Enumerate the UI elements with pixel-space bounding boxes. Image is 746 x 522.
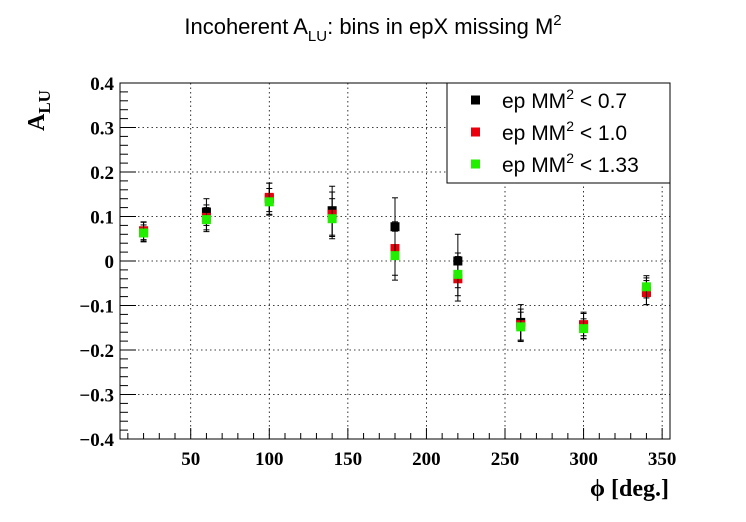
data-point — [390, 251, 400, 261]
y-tick-label: −0.3 — [79, 386, 114, 407]
axis-ticks — [120, 82, 663, 440]
y-tick-label: −0.1 — [79, 297, 114, 318]
y-tick-label: 0.3 — [90, 119, 114, 140]
x-tick-label: 200 — [412, 449, 441, 470]
data-point — [139, 228, 149, 238]
x-tick-label: 250 — [491, 449, 520, 470]
data-point — [453, 269, 463, 279]
y-tick-label: 0.2 — [90, 163, 114, 184]
x-tick-label: 350 — [648, 449, 677, 470]
data-series — [139, 182, 651, 343]
series-3 — [139, 187, 651, 343]
x-axis-label: ϕ [deg.] — [590, 476, 669, 502]
y-tick-label: 0 — [105, 252, 115, 273]
y-axis-label: ALU — [24, 90, 54, 131]
legend: ep MM2 < 0.7 ep MM2 < 1.0 ep MM2 < 1.33 — [446, 82, 671, 184]
data-point — [641, 282, 651, 292]
legend-label: ep MM2 < 1.33 — [502, 150, 639, 177]
data-point — [201, 215, 211, 225]
y-tick-label: 0.4 — [90, 74, 114, 95]
legend-marker — [471, 127, 480, 137]
legend-marker — [471, 159, 480, 169]
data-point — [579, 324, 589, 334]
y-tick-label: −0.2 — [79, 341, 114, 362]
legend-label: ep MM2 < 0.7 — [502, 86, 627, 113]
x-tick-label: 50 — [181, 449, 200, 470]
tick-labels: 50 100 150 200 250 300 350 0.4 0.3 0.2 0.1 0 −0.1 −0.… — [79, 74, 676, 470]
x-tick-label: 150 — [334, 449, 363, 470]
data-point — [516, 322, 526, 332]
chart-title: Incoherent ALU: bins in epX missing M2 — [184, 12, 561, 45]
x-tick-label: 300 — [569, 449, 598, 470]
data-point — [264, 197, 274, 207]
legend-marker — [471, 95, 480, 105]
x-tick-label: 100 — [255, 449, 284, 470]
y-tick-label: −0.4 — [79, 430, 114, 451]
data-point — [327, 214, 337, 224]
legend-label: ep MM2 < 1.0 — [502, 118, 627, 145]
y-tick-label: 0.1 — [90, 208, 114, 229]
legend-box — [446, 82, 671, 184]
